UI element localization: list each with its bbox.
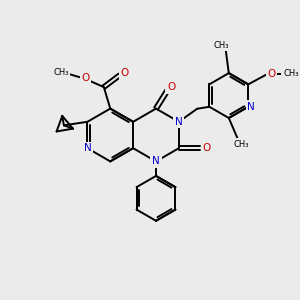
Text: O: O (167, 82, 175, 92)
Text: CH₃: CH₃ (283, 69, 298, 78)
Text: CH₃: CH₃ (233, 140, 249, 149)
Text: N: N (175, 117, 183, 127)
Text: O: O (121, 68, 129, 78)
Text: CH₃: CH₃ (53, 68, 69, 76)
Text: O: O (81, 73, 90, 83)
Text: N: N (248, 102, 255, 112)
Text: N: N (83, 143, 91, 153)
Text: O: O (202, 143, 211, 153)
Text: N: N (152, 156, 160, 167)
Text: O: O (267, 69, 275, 79)
Text: CH₃: CH₃ (214, 41, 229, 50)
